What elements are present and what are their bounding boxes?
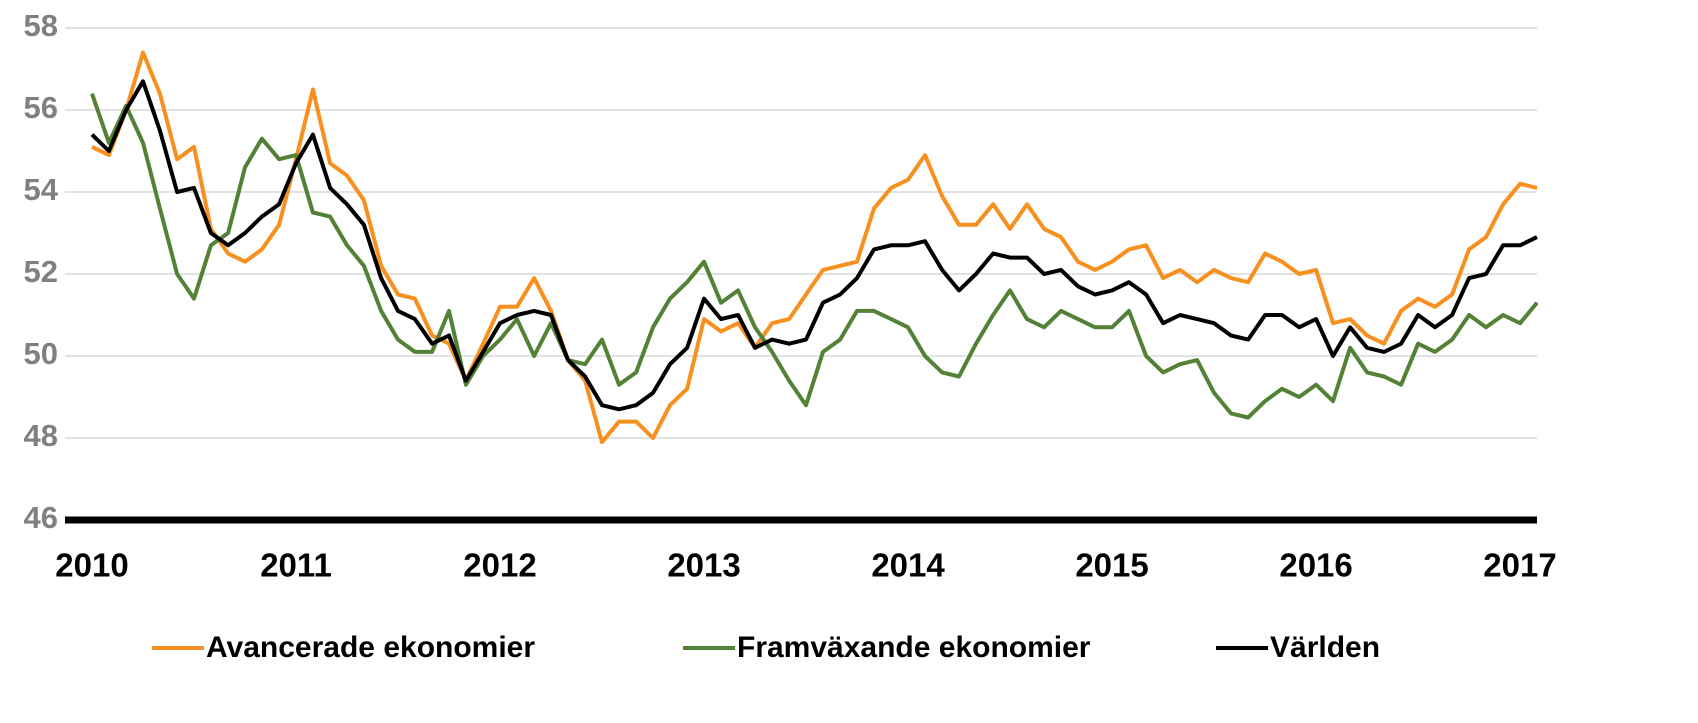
y-tick-label: 46 xyxy=(24,500,58,535)
x-tick-label: 2017 xyxy=(1483,547,1556,584)
series-line xyxy=(90,92,1539,420)
y-tick-label: 50 xyxy=(24,336,58,371)
x-tick-label: 2010 xyxy=(55,547,128,584)
y-tick-label: 56 xyxy=(24,90,58,125)
x-tick-label: 2015 xyxy=(1075,547,1148,584)
series-line xyxy=(90,79,1538,412)
x-tick-label: 2013 xyxy=(667,547,740,584)
x-tick-label: 2014 xyxy=(871,547,945,584)
y-tick-label: 58 xyxy=(24,8,58,43)
legend-label: Framväxande ekonomier xyxy=(737,631,1091,664)
y-tick-label: 48 xyxy=(24,418,58,453)
y-tick-label: 54 xyxy=(24,172,59,207)
legend-label: Världen xyxy=(1270,631,1380,664)
y-tick-label: 52 xyxy=(24,254,58,289)
x-tick-label: 2012 xyxy=(463,547,536,584)
series-line xyxy=(91,50,1538,445)
x-tick-label: 2016 xyxy=(1279,547,1352,584)
x-tick-label: 2011 xyxy=(260,547,332,584)
legend-label: Avancerade ekonomier xyxy=(206,631,535,664)
